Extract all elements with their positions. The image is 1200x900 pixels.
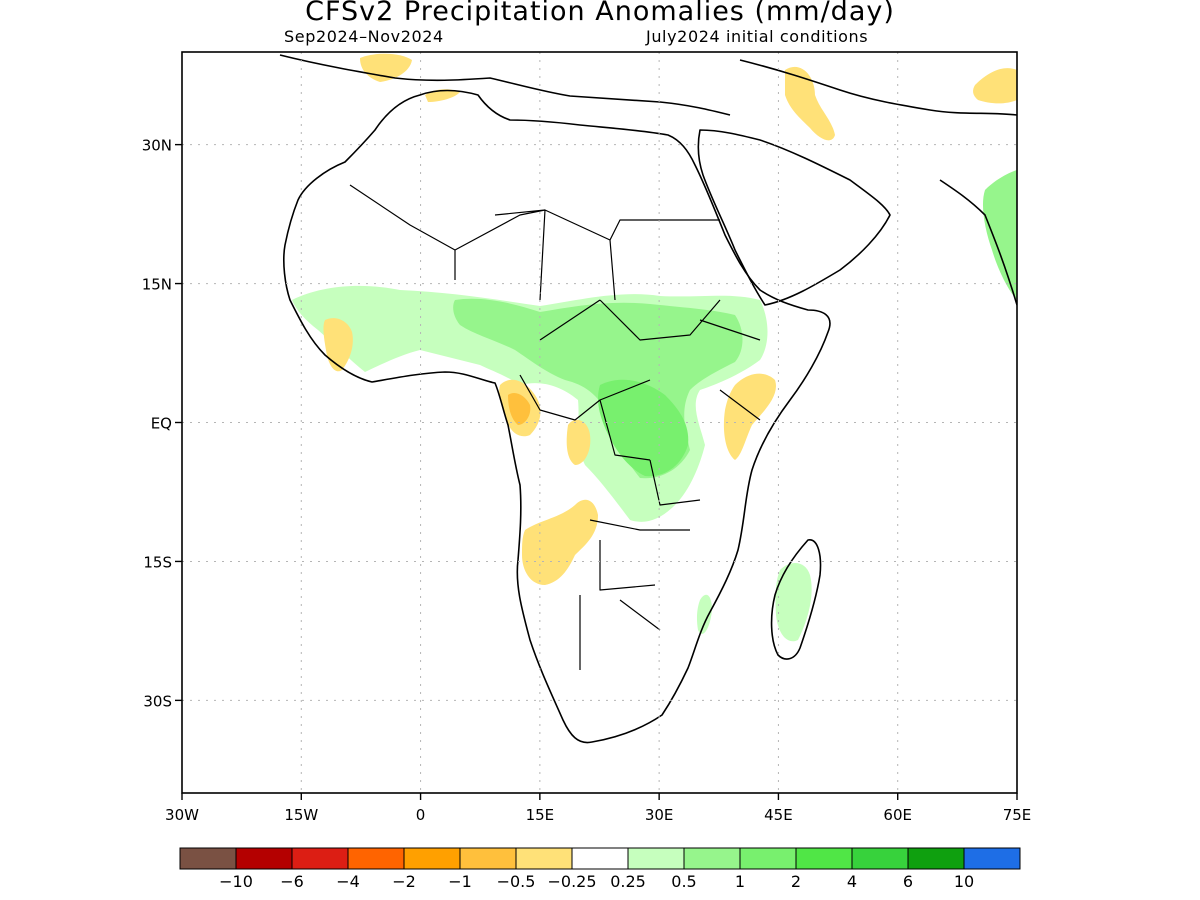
y-tick-label: EQ	[151, 415, 172, 433]
wet-anomaly-east-africa	[696, 594, 712, 634]
dry-anomaly-guinea	[323, 318, 353, 372]
arabia-coastline	[697, 129, 891, 306]
colorbar-label: 0.25	[610, 872, 646, 891]
anomaly-fields	[292, 53, 1017, 642]
wet-anomaly-india	[982, 170, 1017, 300]
colorbar-swatch	[403, 847, 461, 870]
colorbar-label: −0.5	[497, 872, 536, 891]
x-tick-label: 30E	[645, 806, 674, 824]
y-tick-label: 30S	[143, 692, 172, 710]
colorbar-label: 10	[954, 872, 974, 891]
colorbar-swatch	[963, 847, 1021, 870]
madagascar-coastline	[770, 539, 822, 660]
axes: 30N 15N EQ 15S 30S 30W 15W 0 15E 30E 45E 60E 75E	[142, 137, 1032, 824]
y-tick-label: 30N	[142, 137, 172, 155]
x-tick-label: 15W	[284, 806, 318, 824]
coastlines	[279, 54, 1017, 744]
dry-anomaly-middle-east	[785, 66, 835, 141]
dry-anomaly-algeria	[425, 89, 460, 102]
africa-coastline	[283, 89, 831, 744]
x-tick-label: 15E	[526, 806, 555, 824]
colorbar-swatch	[179, 847, 237, 870]
dry-anomaly-angola	[522, 499, 598, 585]
borders	[349, 184, 761, 670]
initial-conditions: July2024 initial conditions	[646, 27, 869, 46]
x-tick-label: 30W	[165, 806, 199, 824]
wet-anomaly-madagascar	[775, 563, 812, 642]
colorbar-label: −10	[219, 872, 253, 891]
gridlines	[182, 52, 1017, 793]
colorbar-label: 0.5	[671, 872, 696, 891]
dry-anomaly-morocco	[360, 53, 412, 82]
y-tick-label: 15S	[143, 553, 172, 571]
colorbar-swatch	[739, 847, 797, 870]
y-tick-label: 15N	[142, 276, 172, 294]
colorbar-label: −1	[448, 872, 472, 891]
colorbar-label: 1	[735, 872, 745, 891]
x-tick-label: 75E	[1003, 806, 1032, 824]
colorbar-swatch	[515, 847, 573, 870]
colorbar-swatch	[795, 847, 853, 870]
europe-coastline	[279, 54, 731, 116]
colorbar: −10 −6 −4 −2 −1 −0.5 −0.25 0.25 0.5 1 2 4 6 10	[179, 847, 1021, 891]
x-tick-label: 45E	[764, 806, 793, 824]
colorbar-label: 6	[903, 872, 913, 891]
dry-anomaly-pakistan	[973, 68, 1017, 104]
map-title: CFSv2 Precipitation Anomalies (mm/day)	[305, 0, 895, 27]
india-coastline	[939, 179, 1017, 306]
map-area	[182, 52, 1017, 793]
forecast-period: Sep2024–Nov2024	[284, 27, 444, 46]
caspian-persia-coastline	[739, 59, 1017, 116]
wet-anomaly-congo-core	[598, 379, 689, 477]
colorbar-swatch	[571, 847, 629, 870]
x-tick-label: 0	[416, 806, 426, 824]
colorbar-swatch	[627, 847, 685, 870]
colorbar-label: 2	[791, 872, 801, 891]
colorbar-label: −0.25	[547, 872, 596, 891]
dry-anomaly-horn	[723, 373, 776, 460]
colorbar-label: 4	[847, 872, 857, 891]
colorbar-swatch	[851, 847, 909, 870]
colorbar-swatch	[347, 847, 405, 870]
colorbar-swatch	[907, 847, 965, 870]
colorbar-swatch	[291, 847, 349, 870]
colorbar-swatch	[235, 847, 293, 870]
x-tick-label: 60E	[883, 806, 912, 824]
colorbar-swatch	[683, 847, 741, 870]
dry-anomaly-drc	[566, 419, 591, 465]
dry-anomaly-gabon-core	[508, 393, 531, 425]
colorbar-label: −6	[280, 872, 304, 891]
colorbar-label: −2	[392, 872, 416, 891]
colorbar-swatch	[459, 847, 517, 870]
colorbar-label: −4	[336, 872, 360, 891]
